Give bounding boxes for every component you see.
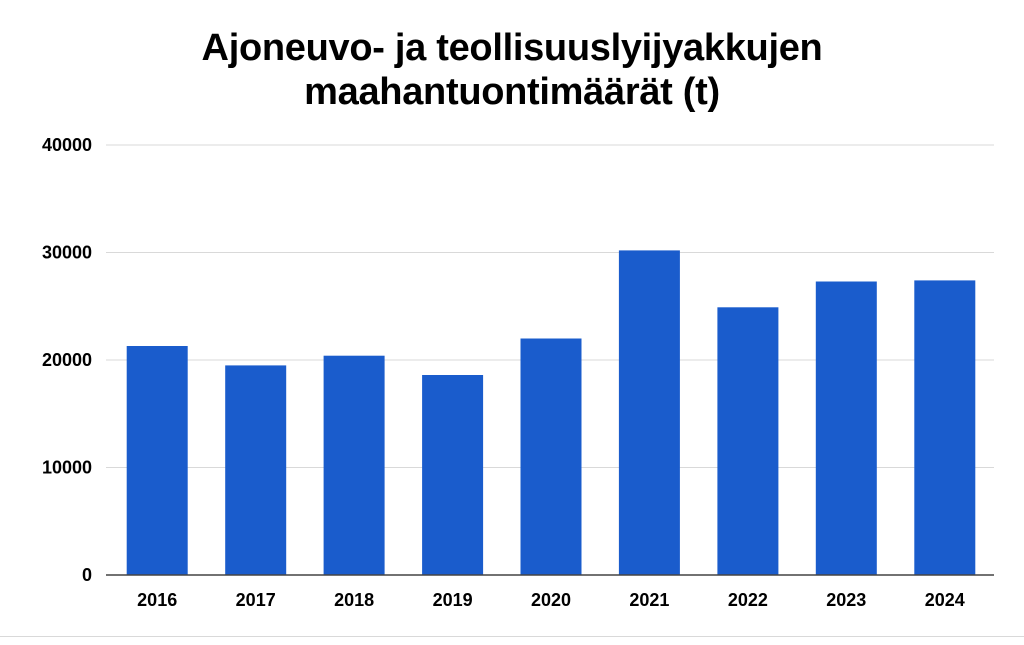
x-tick-label: 2018 [334, 590, 374, 610]
bar-2019 [422, 375, 484, 575]
x-tick-label: 2020 [531, 590, 571, 610]
y-tick-label: 40000 [42, 135, 92, 155]
bar-2023 [815, 281, 877, 575]
x-tick-label: 2023 [826, 590, 866, 610]
x-tick-label: 2024 [925, 590, 965, 610]
bar-2021 [618, 250, 680, 575]
bar-2016 [126, 346, 188, 575]
x-tick-label: 2021 [629, 590, 669, 610]
x-tick-labels: 2016 2017 2018 2019 2020 2021 2022 2023 2024 [137, 590, 965, 610]
y-tick-label: 20000 [42, 350, 92, 370]
bars [126, 250, 976, 575]
chart-title-line-2: maahantuontimäärät (t) [304, 71, 720, 113]
x-tick-label: 2019 [433, 590, 473, 610]
y-tick-label: 30000 [42, 243, 92, 263]
bar-2018 [323, 355, 385, 575]
y-tick-label: 0 [82, 565, 92, 585]
x-tick-label: 2017 [236, 590, 276, 610]
chart-title-line-1: Ajoneuvo- ja teollisuuslyijyakkujen [201, 27, 823, 69]
bar-2017 [225, 365, 287, 575]
bar-2022 [717, 307, 779, 575]
y-tick-labels: 0 10000 20000 30000 40000 [42, 135, 92, 585]
x-tick-label: 2022 [728, 590, 768, 610]
chart-title: Ajoneuvo- ja teollisuuslyijyakkujen maah… [0, 26, 1024, 114]
x-tick-label: 2016 [137, 590, 177, 610]
y-tick-label: 10000 [42, 458, 92, 478]
bottom-divider [0, 636, 1024, 645]
bar-2020 [520, 338, 582, 575]
bar-2024 [914, 280, 976, 575]
